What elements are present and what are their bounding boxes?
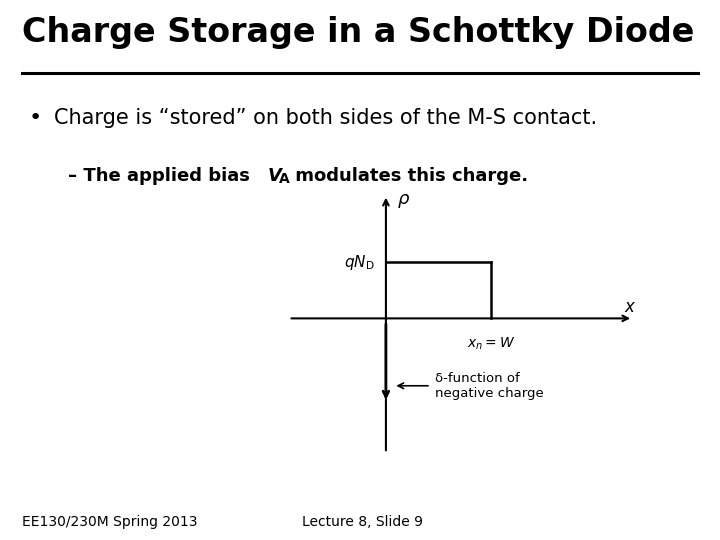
Text: δ-function of
negative charge: δ-function of negative charge xyxy=(435,372,544,400)
Text: Charge Storage in a Schottky Diode: Charge Storage in a Schottky Diode xyxy=(22,16,694,49)
Text: $x_n = W$: $x_n = W$ xyxy=(467,335,515,352)
Text: Charge is “stored” on both sides of the M-S contact.: Charge is “stored” on both sides of the … xyxy=(54,108,597,128)
Text: V: V xyxy=(268,167,282,185)
Text: modulates this charge.: modulates this charge. xyxy=(289,167,528,185)
Text: •: • xyxy=(29,108,42,128)
Text: $\rho$: $\rho$ xyxy=(397,192,410,210)
Text: A: A xyxy=(279,172,289,186)
Text: EE130/230M Spring 2013: EE130/230M Spring 2013 xyxy=(22,515,197,529)
Text: Lecture 8, Slide 9: Lecture 8, Slide 9 xyxy=(302,515,423,529)
Text: $x$: $x$ xyxy=(624,298,636,316)
Text: $qN_{\rm D}$: $qN_{\rm D}$ xyxy=(344,253,374,272)
Text: – The applied bias: – The applied bias xyxy=(68,167,256,185)
